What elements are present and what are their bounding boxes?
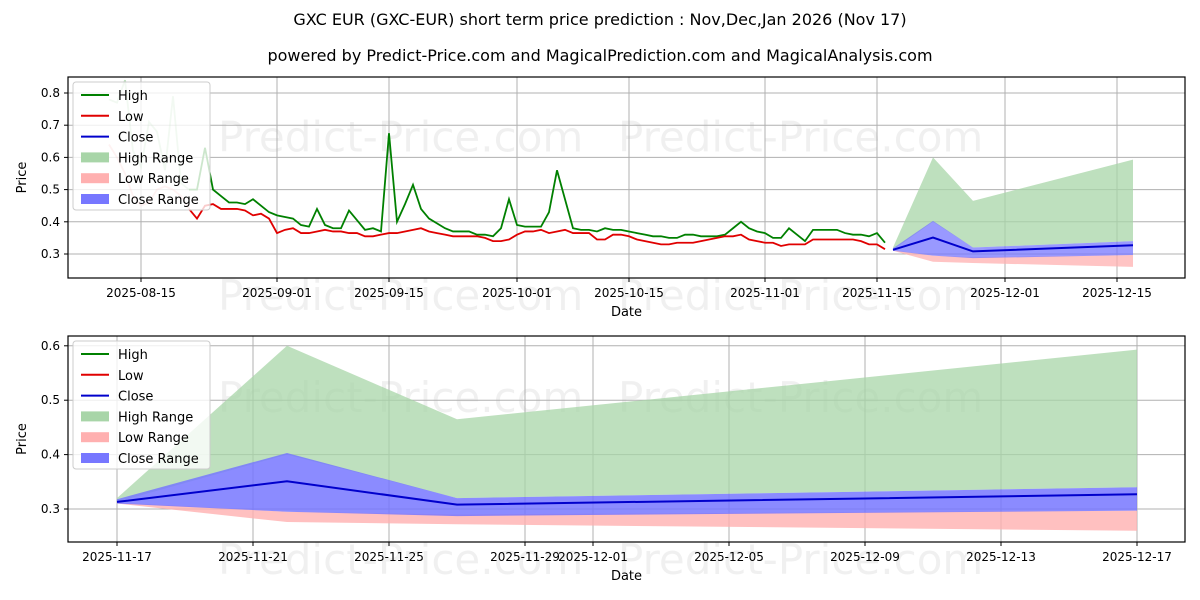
y-tick-label: 0.5 — [41, 183, 60, 197]
legend-high-label: High — [118, 89, 148, 104]
legend: High Low Close High Range Low Range Close Ran… — [72, 340, 211, 470]
legend-close-label: Close — [118, 390, 153, 405]
x-tick-label: 2025-12-17 — [1102, 550, 1172, 564]
legend-low-label: Low — [118, 110, 144, 125]
x-tick-label: 2025-11-21 — [218, 550, 288, 564]
high-range-band — [893, 157, 1133, 250]
y-tick-label: 0.4 — [41, 215, 60, 229]
y-tick-label: 0.3 — [41, 247, 60, 261]
x-tick-label: 2025-12-13 — [966, 550, 1036, 564]
axes-frame — [67, 76, 1186, 279]
y-axis-label: Price — [15, 162, 30, 194]
legend-high-range-swatch — [81, 411, 109, 422]
legend-close-range-swatch — [81, 194, 109, 204]
watermark-text: Predict-Price.com — [618, 535, 983, 584]
y-tick-label: 0.6 — [41, 150, 60, 164]
legend-close-range-swatch — [81, 453, 109, 463]
legend: High Low Close High Range Low Range Close Ran… — [72, 81, 211, 211]
low-line — [188, 203, 886, 250]
legend-close-range-label: Close Range — [118, 193, 199, 208]
x-tick-label: 2025-12-15 — [1082, 286, 1152, 300]
x-tick-label: 2025-10-15 — [594, 286, 664, 300]
watermark-text: Predict-Price.com — [618, 112, 983, 161]
legend-low-range-label: Low Range — [118, 431, 189, 446]
x-tick-label: 2025-08-15 — [106, 286, 176, 300]
chart-title: GXC EUR (GXC-EUR) short term price predi… — [293, 10, 907, 29]
y-tick-label: 0.5 — [41, 393, 60, 407]
x-tick-label: 2025-12-09 — [830, 550, 900, 564]
x-tick-label: 2025-11-29 — [490, 550, 560, 564]
low-range-band — [893, 250, 1133, 267]
watermark-text: Predict-Price.com — [218, 535, 583, 584]
x-tick-label: 2025-12-01 — [970, 286, 1040, 300]
y-tick-label: 0.3 — [41, 502, 60, 516]
legend-high-range-swatch — [81, 152, 109, 163]
y-tick-label: 0.4 — [41, 448, 60, 462]
x-tick-label: 2025-11-25 — [354, 550, 424, 564]
legend-high-range-label: High Range — [118, 151, 193, 166]
x-axis-label: Date — [611, 305, 642, 320]
legend-high-range-label: High Range — [118, 410, 193, 425]
high-line — [189, 133, 886, 244]
y-tick-label: 0.7 — [41, 118, 60, 132]
x-tick-label: 2025-09-01 — [242, 286, 312, 300]
x-tick-label: 2025-11-01 — [730, 286, 800, 300]
x-tick-label: 2025-11-17 — [82, 550, 152, 564]
x-tick-label: 2025-12-05 — [694, 550, 764, 564]
legend-low-label: Low — [118, 369, 144, 384]
bottom-chart-panel: Predict-Price.comPredict-Price.comPredic… — [15, 335, 1186, 584]
close-line — [892, 236, 1134, 253]
x-tick-label: 2025-09-15 — [354, 286, 424, 300]
legend-low-range-label: Low Range — [118, 172, 189, 187]
legend-low-range-swatch — [81, 432, 109, 443]
x-tick-label: 2025-11-15 — [842, 286, 912, 300]
legend-close-range-label: Close Range — [118, 452, 199, 467]
high-range-band — [117, 345, 1137, 502]
axes-frame — [67, 335, 1186, 543]
x-axis-label: Date — [611, 569, 642, 584]
top-chart-panel: Predict-Price.com Predict-Price.com Predic… — [15, 76, 1186, 320]
chart-subtitle: powered by Predict-Price.com and Magical… — [267, 46, 933, 65]
legend-high-label: High — [118, 348, 148, 363]
low-range-band — [117, 502, 1137, 531]
y-tick-label: 0.8 — [41, 86, 60, 100]
legend-close-label: Close — [118, 131, 153, 146]
watermark-text: Predict-Price.com — [218, 112, 583, 161]
watermark-text: Predict-Price.com — [618, 271, 983, 320]
y-axis-label: Price — [15, 423, 30, 455]
x-tick-label: 2025-10-01 — [482, 286, 552, 300]
close-range-band — [893, 220, 1133, 259]
watermark-text: Predict-Price.com — [218, 271, 583, 320]
close-line — [116, 480, 1138, 506]
legend-low-range-swatch — [81, 173, 109, 184]
close-range-band — [117, 452, 1137, 517]
x-tick-label: 2025-12-01 — [558, 550, 628, 564]
y-tick-label: 0.6 — [41, 339, 60, 353]
